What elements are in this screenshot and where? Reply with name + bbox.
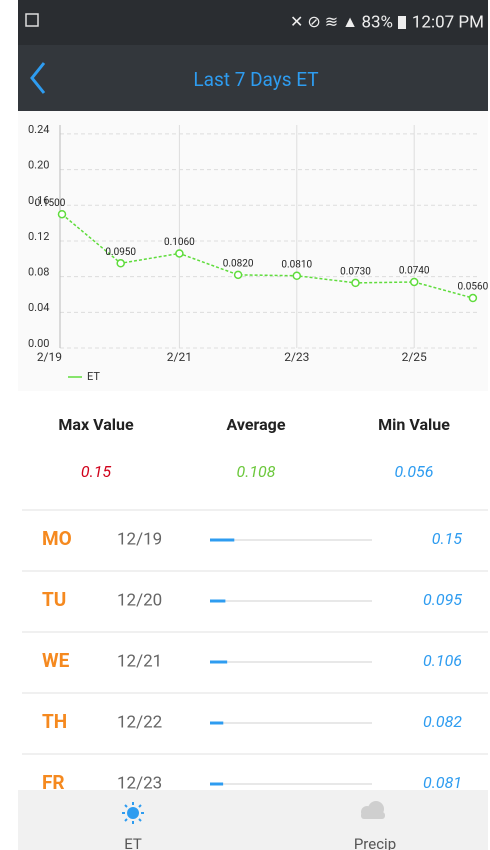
value-bar (210, 782, 224, 786)
day-name: FR (42, 771, 65, 794)
day-date: 12/20 (117, 590, 162, 610)
value-bar (210, 599, 226, 603)
data-point (468, 293, 478, 303)
series-line (61, 213, 474, 299)
data-point (57, 209, 67, 219)
stat-label: Min Value (378, 415, 450, 434)
y-tick-label: 0.08 (28, 266, 49, 279)
data-point (233, 270, 243, 280)
day-value: 0.081 (423, 773, 462, 792)
day-date: 12/19 (117, 529, 162, 549)
day-date: 12/21 (117, 651, 162, 671)
sun-core (127, 807, 139, 819)
day-date: 12/23 (117, 773, 162, 793)
day-value: 0.106 (423, 651, 462, 670)
back-button[interactable] (30, 62, 46, 94)
stat-label: Max Value (58, 415, 134, 434)
tab-label[interactable]: ET (124, 835, 142, 850)
stat-value: 0.15 (81, 462, 112, 481)
data-point (116, 259, 125, 268)
stat-value: 0.056 (395, 462, 434, 481)
day-name: WE (42, 649, 70, 672)
clock: 12:07 PM (412, 12, 484, 32)
status-bar (18, 0, 488, 45)
header (18, 45, 488, 111)
value-bar (210, 721, 224, 725)
y-tick-label: 0.12 (28, 230, 49, 243)
data-label: 0.0810 (281, 259, 312, 270)
data-label: 0.0730 (340, 267, 371, 278)
y-tick-label: 0.20 (28, 159, 49, 172)
x-tick-label: 2/23 (284, 350, 309, 364)
data-label: 0.1500 (35, 198, 66, 209)
day-name: TU (42, 588, 66, 611)
data-label: 0.0560 (458, 282, 489, 293)
chart-area (18, 111, 488, 391)
data-point (351, 278, 360, 288)
y-tick-label: 0.00 (28, 337, 49, 350)
battery-icon (398, 16, 406, 29)
data-label: 0.0820 (223, 258, 254, 269)
battery-level: 83% (361, 12, 393, 32)
cloud-part (361, 812, 385, 819)
stat-label: Average (227, 415, 286, 434)
stat-value: 0.108 (237, 462, 276, 481)
tab-label[interactable]: Precip (354, 835, 396, 850)
data-point (175, 249, 184, 258)
tab-et-icon[interactable] (122, 802, 144, 824)
day-name: TH (42, 710, 67, 733)
x-tick-label: 2/21 (167, 350, 192, 364)
y-tick-label: 0.24 (28, 123, 49, 136)
legend-label: ET (87, 370, 100, 383)
day-value: 0.082 (423, 712, 462, 731)
day-date: 12/22 (117, 712, 162, 732)
day-value: 0.15 (432, 529, 463, 548)
data-label: 0.0740 (399, 266, 430, 277)
day-name: MO (42, 527, 72, 550)
y-tick-label: 0.16 (28, 194, 49, 207)
x-tick-label: 2/19 (37, 350, 62, 364)
value-bar (210, 660, 228, 664)
data-label: 0.1060 (164, 237, 195, 248)
data-point (409, 277, 419, 287)
day-value: 0.095 (423, 590, 462, 609)
x-tick-label: 2/25 (402, 350, 427, 364)
tab-precip-icon[interactable] (361, 801, 385, 819)
data-label: 0.0950 (105, 247, 136, 258)
y-tick-label: 0.04 (28, 301, 49, 314)
sun-rays (122, 802, 144, 824)
header-title: Last 7 Days ET (193, 68, 318, 91)
notification-icon (25, 13, 39, 27)
value-bar (210, 538, 235, 542)
tab-bar (18, 790, 488, 850)
status-icons: ✕ ⊘ ≋ ▲ (290, 12, 358, 31)
data-point (292, 271, 302, 280)
